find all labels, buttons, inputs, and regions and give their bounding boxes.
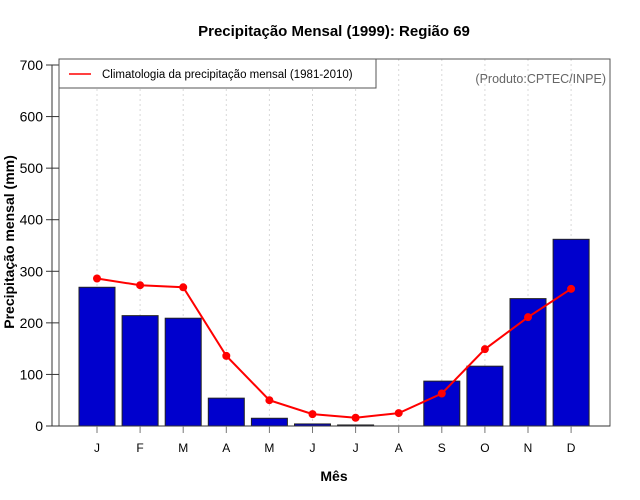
legend: Climatologia da precipitação mensal (198…	[58, 58, 377, 89]
x-tick-label: D	[567, 441, 576, 455]
source-annotation: (Produto:CPTEC/INPE)	[475, 72, 606, 86]
x-tick-label: N	[524, 441, 533, 455]
climatology-point-1	[136, 281, 145, 290]
y-tick-label: 500	[20, 160, 44, 176]
climatology-point-9	[480, 345, 489, 354]
legend-box	[58, 58, 377, 89]
bar-3	[207, 397, 245, 427]
bar-1	[121, 315, 159, 427]
x-tick-label: J	[353, 441, 359, 455]
y-tick-label: 600	[20, 109, 44, 125]
climatology-point-10	[524, 313, 532, 322]
bar-2	[164, 317, 202, 427]
climatology-point-11	[567, 284, 576, 293]
climatology-point-0	[93, 274, 101, 283]
climatology-line	[93, 274, 576, 422]
climatology-point-8	[437, 389, 446, 398]
climatology-point-5	[308, 410, 317, 419]
y-axis: 0 100 200 300 400 500 600 700	[20, 57, 59, 434]
bar-4	[250, 417, 288, 427]
climatology-point-6	[351, 413, 360, 422]
bar-9	[466, 365, 504, 427]
bar-0	[78, 286, 116, 427]
climatology-point-3	[222, 351, 231, 360]
climatology-point-2	[179, 283, 188, 292]
climatology-polyline	[96, 277, 572, 419]
bars	[78, 238, 590, 427]
climatology-point-7	[394, 409, 403, 418]
y-tick-label: 400	[20, 212, 44, 228]
bar-8	[423, 380, 461, 427]
y-tick-label: 300	[20, 263, 44, 279]
chart-title: Precipitação Mensal (1999): Região 69	[198, 23, 470, 40]
x-tick-label: J	[94, 441, 100, 455]
x-tick-label: O	[480, 441, 489, 455]
y-tick-label: 700	[20, 57, 44, 73]
x-tick-label: A	[395, 441, 403, 455]
y-axis-label: Precipitação mensal (mm)	[1, 155, 17, 329]
x-tick-label: A	[222, 441, 230, 455]
y-tick-label: 100	[20, 366, 44, 382]
x-tick-label: M	[178, 441, 188, 455]
x-tick-label: M	[264, 441, 274, 455]
bar-11	[552, 238, 590, 427]
y-tick-label: 0	[35, 418, 43, 434]
x-tick-label: F	[136, 441, 143, 455]
x-axis-label: Mês	[320, 468, 347, 484]
climatology-point-4	[265, 396, 274, 405]
x-tick-label: S	[438, 441, 446, 455]
legend-entry: Climatologia da precipitação mensal (198…	[102, 69, 353, 81]
y-tick-label: 200	[20, 315, 44, 331]
x-tick-label: J	[310, 441, 316, 455]
